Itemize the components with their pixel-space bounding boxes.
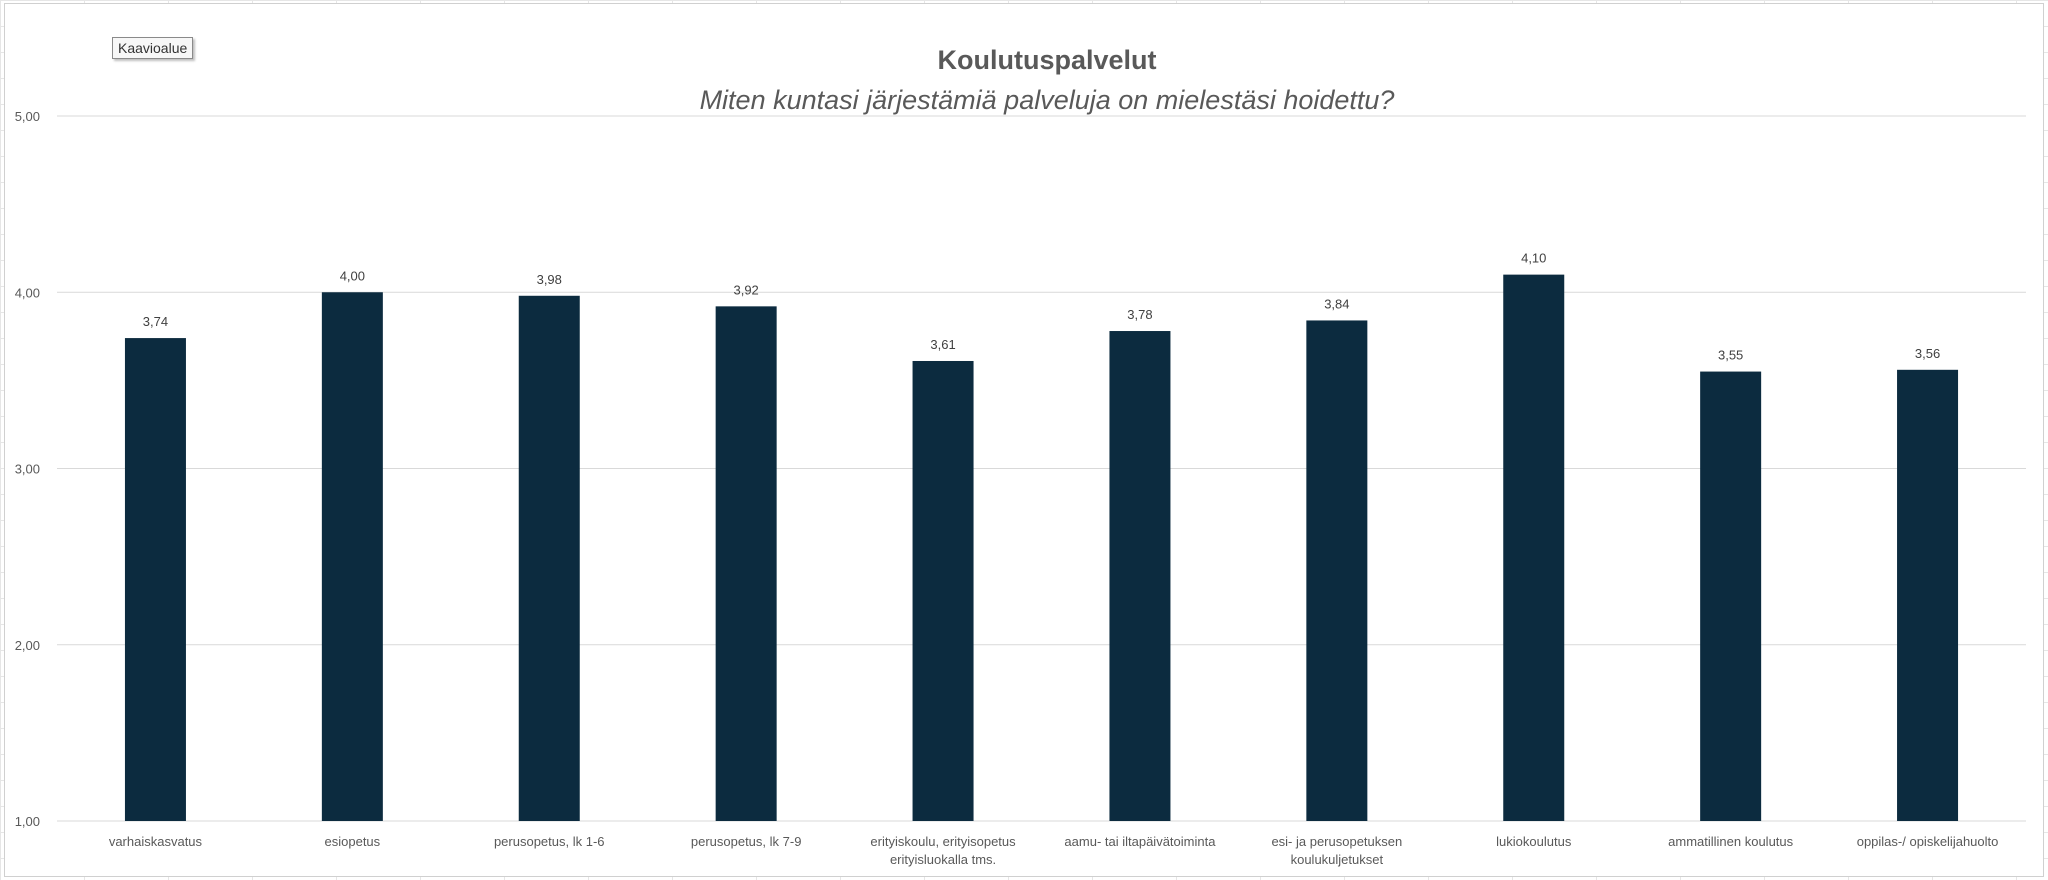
category-label: ammatillinen koulutus bbox=[1668, 834, 1794, 849]
chart-subtitle: Miten kuntasi järjestämiä palveluja on m… bbox=[700, 85, 1395, 115]
bar[interactable] bbox=[518, 295, 580, 821]
data-label: 3,55 bbox=[1718, 348, 1743, 363]
data-label: 3,98 bbox=[537, 272, 562, 287]
bar[interactable] bbox=[124, 338, 186, 821]
category-label: lukiokoulutus bbox=[1496, 834, 1572, 849]
category-label: perusopetus, lk 1-6 bbox=[494, 834, 605, 849]
y-tick-label: 5,00 bbox=[15, 109, 40, 124]
bar[interactable] bbox=[715, 306, 777, 822]
data-label: 4,10 bbox=[1521, 251, 1546, 266]
category-label: oppilas-/ opiskelijahuolto bbox=[1857, 834, 1999, 849]
category-label: varhaiskasvatus bbox=[109, 834, 203, 849]
data-label: 3,92 bbox=[733, 282, 758, 297]
labels: 1,00 2,00 3,00 4,00 5,00 3,74 varhaiskasvatus 4… bbox=[15, 109, 1999, 867]
data-label: 3,78 bbox=[1127, 307, 1152, 322]
bar[interactable] bbox=[912, 360, 974, 821]
category-label: erityiskoulu, erityisopetus erityisluokal… bbox=[870, 834, 1016, 867]
data-label: 3,56 bbox=[1915, 346, 1940, 361]
bar[interactable] bbox=[1700, 371, 1762, 821]
bar[interactable] bbox=[1503, 274, 1565, 821]
data-label: 3,84 bbox=[1324, 296, 1349, 311]
category-label: esiopetus bbox=[325, 834, 381, 849]
y-tick-label: 2,00 bbox=[15, 638, 40, 653]
category-label: aamu- tai iltapäivätoiminta bbox=[1064, 834, 1216, 849]
bar[interactable] bbox=[1109, 331, 1171, 821]
data-label: 4,00 bbox=[340, 268, 365, 283]
y-tick-label: 4,00 bbox=[15, 285, 40, 300]
category-label: esi- ja perusopetuksen koulukuljetukset bbox=[1271, 834, 1402, 867]
chart-title: Koulutuspalvelut bbox=[937, 45, 1156, 75]
bar[interactable] bbox=[321, 292, 383, 821]
data-label: 3,74 bbox=[143, 314, 168, 329]
bars bbox=[124, 274, 1959, 822]
y-tick-label: 1,00 bbox=[15, 814, 40, 829]
bar[interactable] bbox=[1306, 320, 1368, 821]
category-label: perusopetus, lk 7-9 bbox=[691, 834, 802, 849]
bar[interactable] bbox=[1897, 369, 1959, 821]
gridlines bbox=[57, 115, 2026, 822]
chart-area-tooltip: Kaavioalue bbox=[112, 37, 194, 59]
data-label: 3,61 bbox=[930, 337, 955, 352]
y-tick-label: 3,00 bbox=[15, 462, 40, 477]
